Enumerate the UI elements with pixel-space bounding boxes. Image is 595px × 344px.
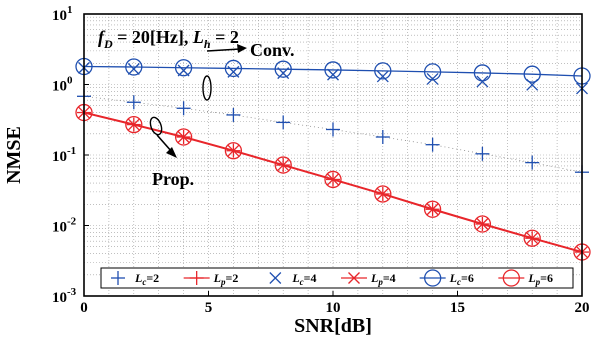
data-point <box>376 70 389 83</box>
legend-label: Lp=4 <box>370 271 396 287</box>
x-stroke-b <box>327 68 339 81</box>
data-point <box>274 156 292 174</box>
series-layer <box>75 57 591 261</box>
x-stroke-b <box>426 72 439 85</box>
y-tick-label: 10-2 <box>52 216 77 236</box>
y-tick-label: 10-1 <box>52 145 76 165</box>
legend-marker <box>269 272 282 284</box>
data-point <box>326 122 340 137</box>
legend-label: Lp=6 <box>527 271 553 287</box>
data-point <box>176 101 191 116</box>
x-tick-label: 20 <box>575 300 590 316</box>
y-tick-label: 100 <box>52 75 73 95</box>
x-tick-label: 5 <box>205 300 213 316</box>
x-axis-label: SNR[dB] <box>294 315 372 337</box>
data-point <box>525 155 540 170</box>
y-tick-label: 10-3 <box>52 286 77 306</box>
legend-label: Lc=2 <box>134 271 159 287</box>
prop-label: Prop. <box>152 169 194 189</box>
data-point <box>475 146 490 161</box>
data-point <box>324 170 342 189</box>
legend-marker <box>189 271 204 285</box>
data-point <box>276 115 291 130</box>
data-point <box>274 60 292 78</box>
data-point <box>473 64 492 82</box>
data-point <box>423 200 442 218</box>
data-point <box>125 115 143 134</box>
data-point <box>425 137 440 152</box>
data-point <box>374 185 392 203</box>
series-line <box>83 111 583 253</box>
conv-annotation: Conv. <box>202 40 295 101</box>
data-point <box>327 68 339 81</box>
data-point <box>523 65 541 83</box>
conv-label: Conv. <box>250 40 295 60</box>
svg-text:fD = 20[Hz], Lh = 2: fD = 20[Hz], Lh = 2 <box>98 27 239 51</box>
prop-annotation: Prop. <box>149 116 194 189</box>
data-point <box>226 107 241 122</box>
x-stroke-b <box>476 75 489 88</box>
parameter-annotation: fD = 20[Hz], Lh = 2 <box>98 27 239 51</box>
data-point <box>426 72 439 85</box>
legend-label: Lc=6 <box>449 271 474 287</box>
x-stroke-b <box>127 63 140 75</box>
legend-label: Lp=2 <box>213 271 239 287</box>
legend-box <box>100 267 574 289</box>
legend: Lc=2 Lp=2 Lc=4 Lp=4 Lc=6 Lp=6 <box>100 267 574 289</box>
data-point <box>523 229 541 247</box>
data-point <box>476 75 489 88</box>
data-point <box>174 59 193 77</box>
axis-ticks: 0 5 10 15 20 10-3 10-2 10-1 100 101 <box>52 4 590 316</box>
series-lc-2 <box>77 89 589 180</box>
series-line <box>83 65 583 77</box>
legend-label: Lc=4 <box>291 271 316 287</box>
data-point <box>423 63 442 81</box>
data-point <box>324 61 342 79</box>
series-lp-6 <box>75 103 591 261</box>
legend-marker <box>424 269 442 287</box>
y-tick-label: 101 <box>52 4 73 24</box>
grid-lines <box>84 14 582 296</box>
x-tick-label: 15 <box>450 300 465 316</box>
x-tick-label: 10 <box>326 300 341 316</box>
y-axis-label: NMSE <box>3 126 25 184</box>
data-point <box>224 59 243 78</box>
data-point <box>174 128 193 146</box>
data-point <box>127 63 140 75</box>
x-stroke-b <box>376 70 389 83</box>
data-point <box>374 62 392 80</box>
data-point <box>473 215 492 233</box>
x-stroke-b <box>269 272 282 284</box>
data-point <box>125 58 143 76</box>
legend-marker <box>348 272 360 284</box>
legend-marker <box>111 271 125 285</box>
legend-marker <box>502 269 520 287</box>
x-stroke-b <box>348 272 360 284</box>
data-point <box>224 142 243 160</box>
data-point <box>375 130 390 145</box>
x-tick-label: 0 <box>80 300 88 316</box>
data-point <box>126 95 141 110</box>
